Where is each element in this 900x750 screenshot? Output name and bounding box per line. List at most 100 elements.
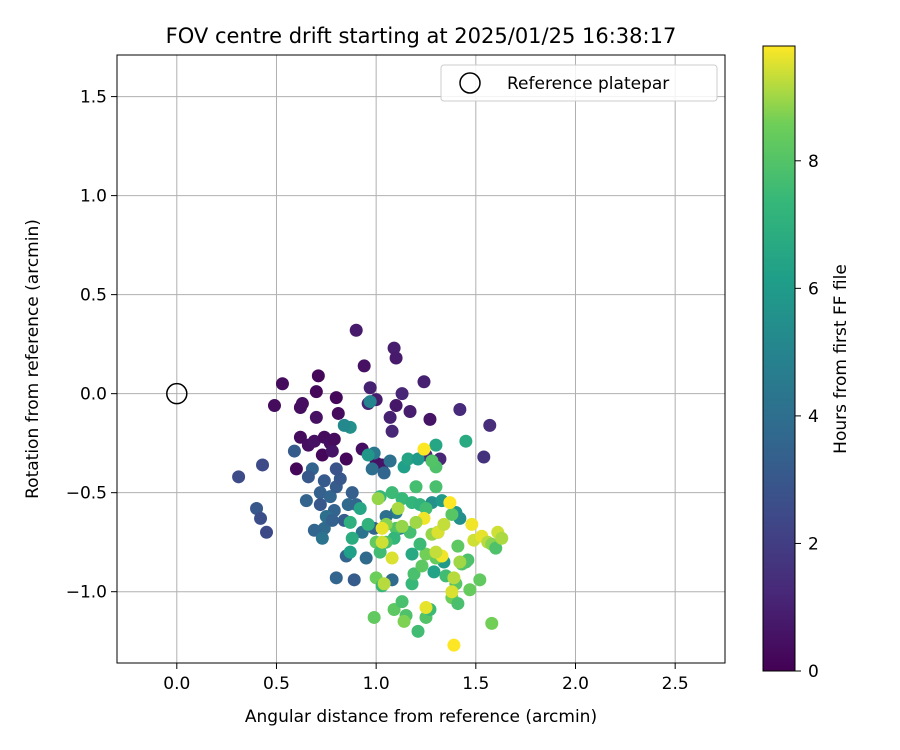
colorbar-label: Hours from first FF file: [831, 264, 851, 454]
data-point: [413, 537, 427, 551]
data-point: [465, 517, 479, 531]
data-point: [343, 545, 357, 559]
data-point: [483, 418, 497, 432]
data-point: [395, 595, 409, 609]
data-point: [317, 474, 331, 488]
data-point: [429, 480, 443, 494]
data-point: [331, 406, 345, 420]
data-point: [367, 610, 381, 624]
data-point: [256, 458, 270, 472]
data-point: [443, 496, 457, 510]
data-point: [459, 434, 473, 448]
data-point: [325, 444, 339, 458]
data-point: [301, 470, 315, 484]
data-point: [419, 601, 433, 615]
data-point: [299, 494, 313, 508]
data-point: [309, 410, 323, 424]
legend-label: Reference platepar: [507, 74, 669, 94]
x-axis-label: Angular distance from reference (arcmin): [245, 707, 597, 727]
data-point: [309, 385, 323, 399]
data-point: [361, 448, 375, 462]
y-tick-label: −1.0: [66, 583, 107, 603]
data-point: [395, 492, 409, 506]
data-point: [445, 507, 459, 521]
x-tick-label: 0.5: [263, 674, 290, 694]
data-point: [287, 444, 301, 458]
data-point: [365, 462, 379, 476]
colorbar-ticks: 0 2 4 6 8: [795, 152, 819, 682]
data-point: [353, 502, 367, 516]
colorbar: 0 2 4 6 8 Hours from first FF file: [762, 45, 851, 682]
y-tick-label: −0.5: [66, 484, 107, 504]
data-point: [389, 351, 403, 365]
data-point: [329, 462, 343, 476]
data-point: [437, 517, 451, 531]
data-point: [401, 452, 415, 466]
data-point: [383, 454, 397, 468]
data-point: [349, 323, 363, 337]
data-point: [317, 521, 331, 535]
data-point: [267, 399, 281, 413]
colorbar-tick-label: 2: [808, 534, 819, 554]
data-point: [250, 502, 264, 516]
data-point: [315, 448, 329, 462]
x-tick-label: 1.5: [462, 674, 489, 694]
data-point: [325, 513, 339, 527]
data-point: [419, 502, 433, 516]
data-point: [377, 577, 391, 591]
data-point: [343, 515, 357, 529]
y-tick-label: 0.5: [80, 286, 107, 306]
data-point: [357, 359, 371, 373]
data-point: [395, 519, 409, 533]
data-point: [489, 541, 503, 555]
data-point: [423, 412, 437, 426]
data-point: [275, 377, 289, 391]
data-point: [409, 515, 423, 529]
data-point: [447, 571, 461, 585]
data-point: [417, 375, 431, 389]
data-point: [397, 614, 411, 628]
data-point: [427, 565, 441, 579]
data-point: [315, 531, 329, 545]
data-point: [373, 545, 387, 559]
data-point: [429, 438, 443, 452]
data-point: [445, 585, 459, 599]
data-point: [333, 472, 347, 486]
data-point: [415, 559, 429, 573]
data-point: [329, 391, 343, 405]
data-point: [453, 403, 467, 417]
data-point: [409, 480, 423, 494]
data-point: [377, 466, 391, 480]
colorbar-tick-label: 8: [808, 152, 819, 172]
data-point: [345, 486, 359, 500]
y-tick-label: 1.0: [80, 187, 107, 207]
data-point: [383, 410, 397, 424]
data-point: [323, 490, 337, 504]
grid: [117, 55, 725, 663]
data-point: [385, 486, 399, 500]
data-point: [359, 551, 373, 565]
data-point: [463, 583, 477, 597]
data-point: [313, 486, 327, 500]
data-point: [425, 454, 439, 468]
data-point: [385, 551, 399, 565]
data-point: [405, 577, 419, 591]
colorbar-tick-label: 0: [808, 662, 819, 682]
data-point: [403, 404, 417, 418]
x-tick-label: 0.0: [163, 674, 190, 694]
data-point: [371, 492, 385, 506]
data-point: [477, 450, 491, 464]
legend-box: [440, 64, 718, 102]
data-point: [307, 523, 321, 537]
data-point: [361, 517, 375, 531]
data-points: [232, 323, 509, 652]
data-point: [327, 432, 341, 446]
data-point: [419, 547, 433, 561]
data-point: [453, 555, 467, 569]
data-point: [339, 452, 353, 466]
data-point: [451, 539, 465, 553]
data-point: [451, 597, 465, 611]
y-tick-label: 1.5: [80, 88, 107, 108]
data-point: [345, 531, 359, 545]
colorbar-gradient: [762, 45, 796, 672]
